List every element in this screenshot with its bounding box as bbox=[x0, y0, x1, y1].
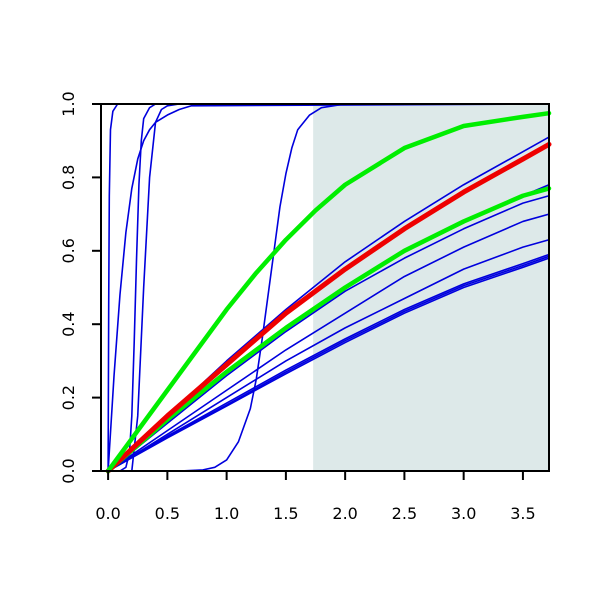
x-tick-label-3: 1.5 bbox=[273, 504, 298, 523]
x-axis: 0.0 0.5 1.0 1.5 2.0 2.5 3.0 3.5 bbox=[95, 470, 536, 523]
series-group bbox=[105, 103, 552, 474]
y-axis: 0.0 0.2 0.4 0.6 0.8 1.0 bbox=[59, 91, 102, 484]
y-tick-label-2: 0.4 bbox=[59, 311, 78, 336]
x-tick-label-6: 3.0 bbox=[451, 504, 476, 523]
y-tick-label-4: 0.8 bbox=[59, 165, 78, 190]
series-line-10 bbox=[107, 238, 550, 472]
x-tick-label-1: 0.5 bbox=[155, 504, 180, 523]
x-tick-label-7: 3.5 bbox=[510, 504, 535, 523]
x-tick-label-2: 1.0 bbox=[214, 504, 239, 523]
series-line-14 bbox=[105, 186, 552, 474]
series-line-16 bbox=[105, 110, 552, 474]
series-line-2 bbox=[107, 103, 550, 472]
x-tick-label-0: 0.0 bbox=[95, 504, 120, 523]
y-tick-label-1: 0.2 bbox=[59, 385, 78, 410]
series-line-11 bbox=[107, 253, 550, 472]
y-tick-label-0: 0.0 bbox=[59, 458, 78, 483]
y-tick-label-5: 1.0 bbox=[59, 91, 78, 116]
x-tick-label-5: 2.5 bbox=[392, 504, 417, 523]
series-line-8 bbox=[107, 194, 550, 472]
x-tick-label-4: 2.0 bbox=[332, 504, 357, 523]
y-tick-label-3: 0.6 bbox=[59, 238, 78, 263]
series-line-13 bbox=[107, 257, 550, 472]
series-line-15 bbox=[105, 141, 552, 474]
series-line-9 bbox=[107, 213, 550, 472]
